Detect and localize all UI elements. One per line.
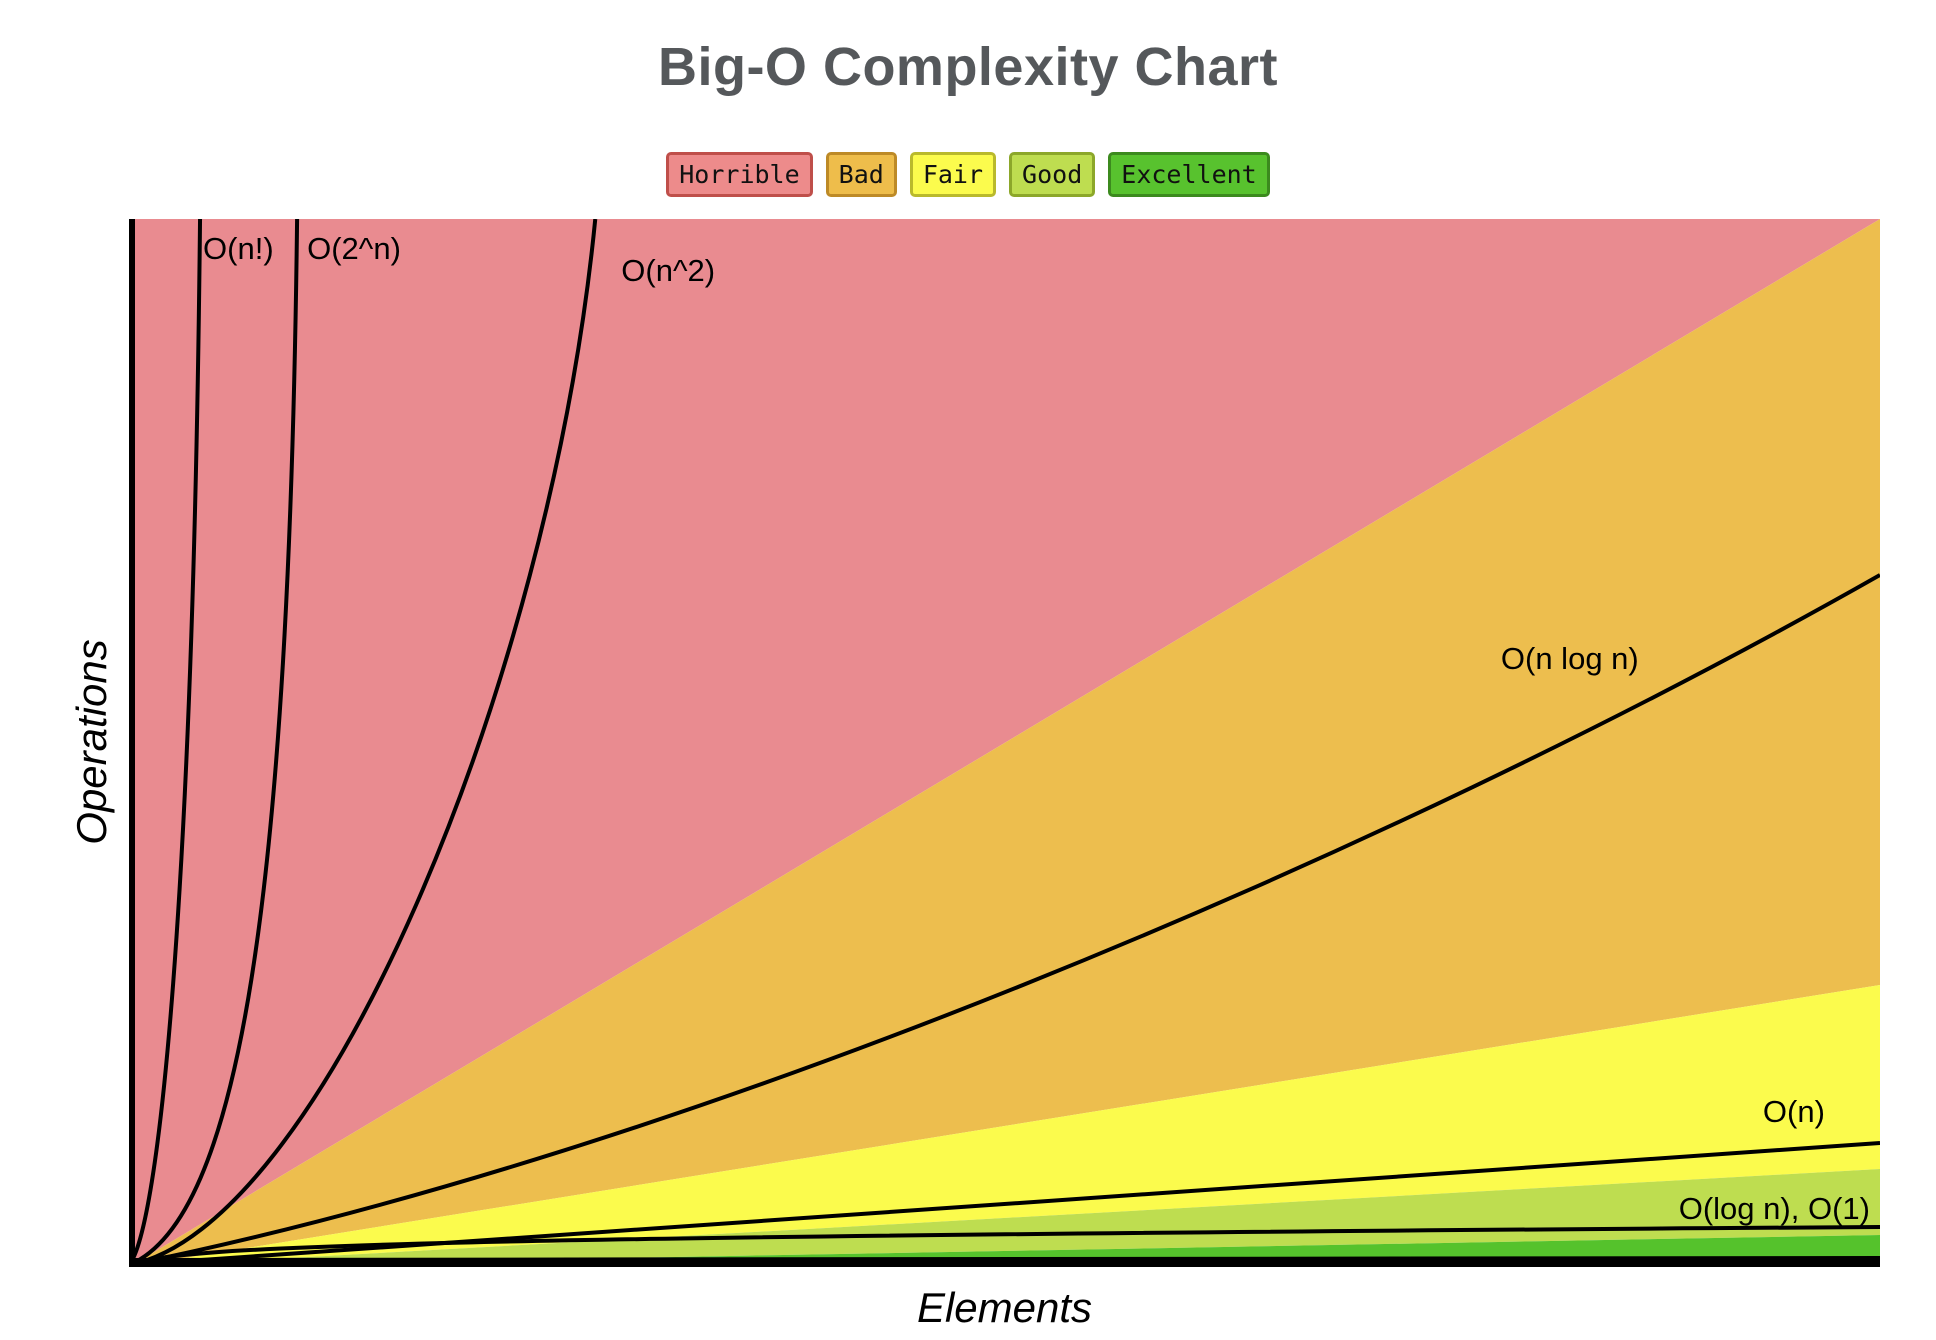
curve-o-n-squared: [129, 219, 598, 1267]
page-title: Big-O Complexity Chart: [657, 37, 1279, 97]
curve-label-linearithmic: O(n log n): [1501, 641, 1639, 676]
legend-badge-fair: Fair: [909, 152, 997, 197]
legend-badge-excellent: Excellent: [1108, 152, 1270, 197]
curve-o-n: [129, 1141, 1880, 1267]
region-good: [129, 1169, 1880, 1267]
curve-o-n-log-n: [129, 573, 1880, 1267]
curve-o-2-pow-n: [129, 219, 300, 1267]
plot-area: O(n!) O(2^n) O(n^2) O(n log n) O(n) O(lo…: [129, 219, 1880, 1267]
legend-badge-horrible: Horrible: [666, 152, 813, 197]
region-bad: [129, 219, 1880, 1267]
y-axis-label: Operations: [68, 639, 115, 845]
big-o-chart-svg: O(n!) O(2^n) O(n^2) O(n log n) O(n) O(lo…: [129, 219, 1880, 1267]
region-fair: [129, 985, 1880, 1267]
curve-label-quadratic: O(n^2): [621, 253, 715, 288]
legend: Horrible Bad Fair Good Excellent: [0, 152, 1936, 197]
curve-o-n-factorial: [129, 219, 203, 1267]
curve-label-log-const: O(log n), O(1): [1679, 1191, 1870, 1226]
curve-label-factorial: O(n!): [203, 231, 274, 266]
curve-label-exponential: O(2^n): [307, 231, 401, 266]
curve-label-linear: O(n): [1763, 1094, 1825, 1129]
x-axis-label: Elements: [916, 1284, 1093, 1331]
legend-badge-good: Good: [1009, 152, 1096, 197]
legend-badge-bad: Bad: [825, 152, 897, 197]
